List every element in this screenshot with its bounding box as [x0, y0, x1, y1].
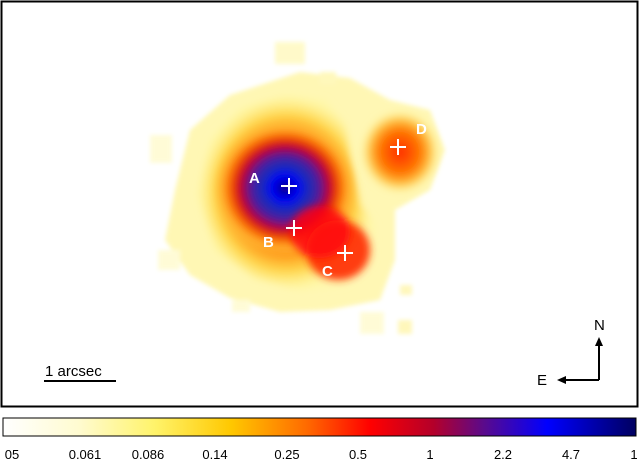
colorbar-tick-label: 0.5 [349, 447, 367, 462]
colorbar-tick-label: 0.25 [274, 447, 299, 462]
colorbar-tick-label: 05 [5, 447, 19, 462]
colorbar-tick-label: 1 [426, 447, 433, 462]
marker-a [281, 178, 297, 194]
label-d: D [416, 121, 427, 138]
east-arrow-icon [557, 376, 566, 384]
colorbar-tick-label: 0.086 [132, 447, 165, 462]
colorbar-tick-label: 1 [630, 447, 637, 462]
label-a: A [249, 170, 260, 187]
marker-b [286, 220, 302, 236]
marker-d [390, 139, 406, 155]
compass: N E [537, 317, 605, 389]
scale-bar: 1 arcsec [44, 363, 116, 382]
colorbar-tick-label: 0.061 [69, 447, 102, 462]
compass-east-label: E [537, 372, 547, 389]
label-b: B [263, 234, 274, 251]
north-arrow-icon [595, 337, 603, 346]
c-emission [290, 206, 370, 280]
compass-north-label: N [594, 317, 605, 334]
scale-bar-label: 1 arcsec [45, 363, 102, 380]
label-c: C [322, 263, 333, 280]
d-emission [362, 112, 438, 192]
colorbar [2, 417, 637, 437]
colorbar-tick-label: 0.14 [202, 447, 227, 462]
colorbar-tick-label: 2.2 [494, 447, 512, 462]
colorbar-ticks: 05 0.061 0.086 0.14 0.25 0.5 1 2.2 4.7 1 [5, 447, 638, 462]
image-markers [281, 139, 406, 261]
marker-c [337, 245, 353, 261]
colorbar-tick-label: 4.7 [562, 447, 580, 462]
